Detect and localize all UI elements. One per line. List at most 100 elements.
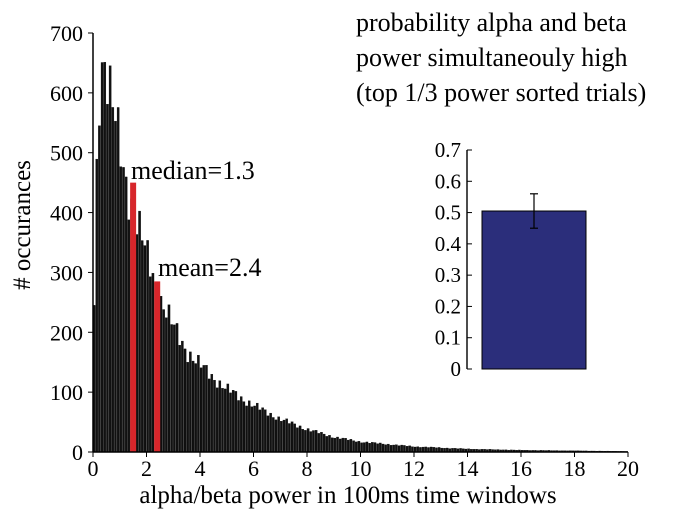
inset-bar — [481, 210, 587, 370]
histogram-bar — [325, 436, 329, 453]
inset-y-tick-label: 0.5 — [435, 201, 461, 225]
histogram-bar — [186, 362, 189, 453]
histogram-bar — [159, 296, 163, 453]
histogram-bar — [379, 442, 382, 453]
x-tick-label: 4 — [195, 456, 206, 481]
histogram-bar — [384, 444, 387, 453]
y-tick-label: 500 — [50, 141, 83, 166]
histogram-bar — [108, 65, 112, 453]
histogram-bar — [95, 158, 98, 453]
inset-y-tick-label: 0.2 — [435, 294, 461, 318]
histogram-bar — [138, 210, 141, 453]
x-tick-label: 18 — [564, 456, 586, 481]
mean-marker — [154, 281, 161, 452]
histogram-bar — [403, 445, 406, 453]
histogram-bar — [376, 443, 379, 453]
histogram-bar — [146, 240, 149, 453]
histogram-bar — [266, 415, 270, 453]
median-label: median=1.3 — [131, 156, 255, 185]
histogram-bar — [269, 412, 272, 453]
histogram-bar — [320, 432, 323, 453]
histogram-bar — [336, 436, 339, 453]
inset-y-tick-labels: 0 0.1 0.2 0.3 0.4 0.5 0.6 0.7 — [435, 138, 472, 381]
inset-title: probability alpha and beta power simulta… — [356, 8, 646, 107]
x-tick-label: 0 — [88, 456, 99, 481]
histogram-bar — [124, 176, 128, 453]
inset-y-tick-label: 0.4 — [435, 232, 462, 256]
histogram-bar — [175, 323, 179, 453]
histogram-bar — [416, 446, 420, 453]
histogram-bar — [106, 104, 109, 453]
histogram-bar — [330, 437, 334, 453]
histogram-bar — [229, 392, 232, 453]
x-tick-label: 20 — [617, 456, 639, 481]
histogram-bar — [242, 401, 246, 453]
x-tick-label: 14 — [457, 456, 479, 481]
histogram-bar — [215, 387, 219, 453]
histogram-bar — [328, 435, 331, 453]
histogram-bar — [344, 438, 347, 453]
histogram-bar — [237, 400, 240, 453]
histogram-bar — [264, 409, 267, 453]
histogram-bar — [280, 421, 283, 453]
histogram-bar — [213, 379, 216, 453]
histogram-bar — [312, 430, 315, 453]
histogram-bar — [231, 390, 235, 453]
histogram-bar — [352, 440, 355, 453]
histogram-bar — [261, 407, 264, 453]
y-tick-label: 400 — [50, 201, 83, 226]
histogram-bar — [151, 273, 155, 453]
histogram-bar — [368, 442, 371, 453]
histogram-bar — [247, 400, 251, 453]
histogram-bar — [338, 438, 342, 453]
histogram-bar — [314, 430, 318, 453]
histogram-bar — [189, 351, 192, 453]
mean-label: mean=2.4 — [158, 253, 261, 282]
histogram-bar — [253, 405, 256, 453]
histogram-bar — [116, 107, 120, 453]
inset-y-tick-label: 0 — [451, 357, 462, 381]
inset-title-line-2: power simultaneouly high — [356, 43, 628, 72]
histogram-bar — [354, 441, 358, 453]
histogram-bar — [119, 166, 123, 453]
x-tick-labels: 0 2 4 6 8 10 12 14 16 18 20 — [88, 452, 639, 481]
y-tick-label: 200 — [50, 320, 83, 345]
histogram-bar — [357, 441, 361, 453]
histogram-bar — [306, 428, 310, 453]
inset-y-tick-label: 0.6 — [435, 169, 461, 193]
histogram-bar — [205, 365, 208, 453]
x-tick-label: 10 — [350, 456, 372, 481]
inset-title-line-1: probability alpha and beta — [356, 8, 627, 37]
inset-y-tick-label: 0.3 — [435, 263, 461, 287]
stat-markers — [130, 182, 161, 452]
inset-error-bar — [530, 193, 538, 229]
histogram-bar — [256, 402, 259, 453]
histogram-bar — [162, 309, 165, 453]
histogram-bar — [181, 340, 184, 453]
histogram-bar — [360, 442, 363, 453]
inset-title-line-3: (top 1/3 power sorted trials) — [356, 78, 646, 107]
histogram-bar — [346, 439, 350, 453]
histogram-bar — [349, 439, 353, 453]
y-tick-label: 100 — [50, 380, 83, 405]
x-tick-label: 6 — [248, 456, 259, 481]
histogram-bar — [424, 446, 428, 453]
x-tick-label: 8 — [302, 456, 313, 481]
histogram-bar — [167, 304, 171, 453]
histogram-bar — [387, 443, 390, 453]
histogram-bar — [285, 418, 288, 453]
x-tick-label: 12 — [403, 456, 425, 481]
histogram-bar — [223, 388, 227, 453]
histogram-bar — [381, 443, 385, 453]
histogram-bar — [149, 276, 152, 453]
histogram-bar — [333, 437, 337, 453]
histogram-bar — [293, 423, 296, 453]
y-tick-label: 300 — [50, 260, 83, 285]
histogram-bar — [170, 324, 173, 453]
histogram-bar — [400, 444, 403, 453]
histogram-bar — [98, 125, 101, 453]
histogram-bar — [245, 405, 248, 453]
histogram-bar — [301, 429, 304, 453]
histogram-bar — [304, 430, 307, 453]
